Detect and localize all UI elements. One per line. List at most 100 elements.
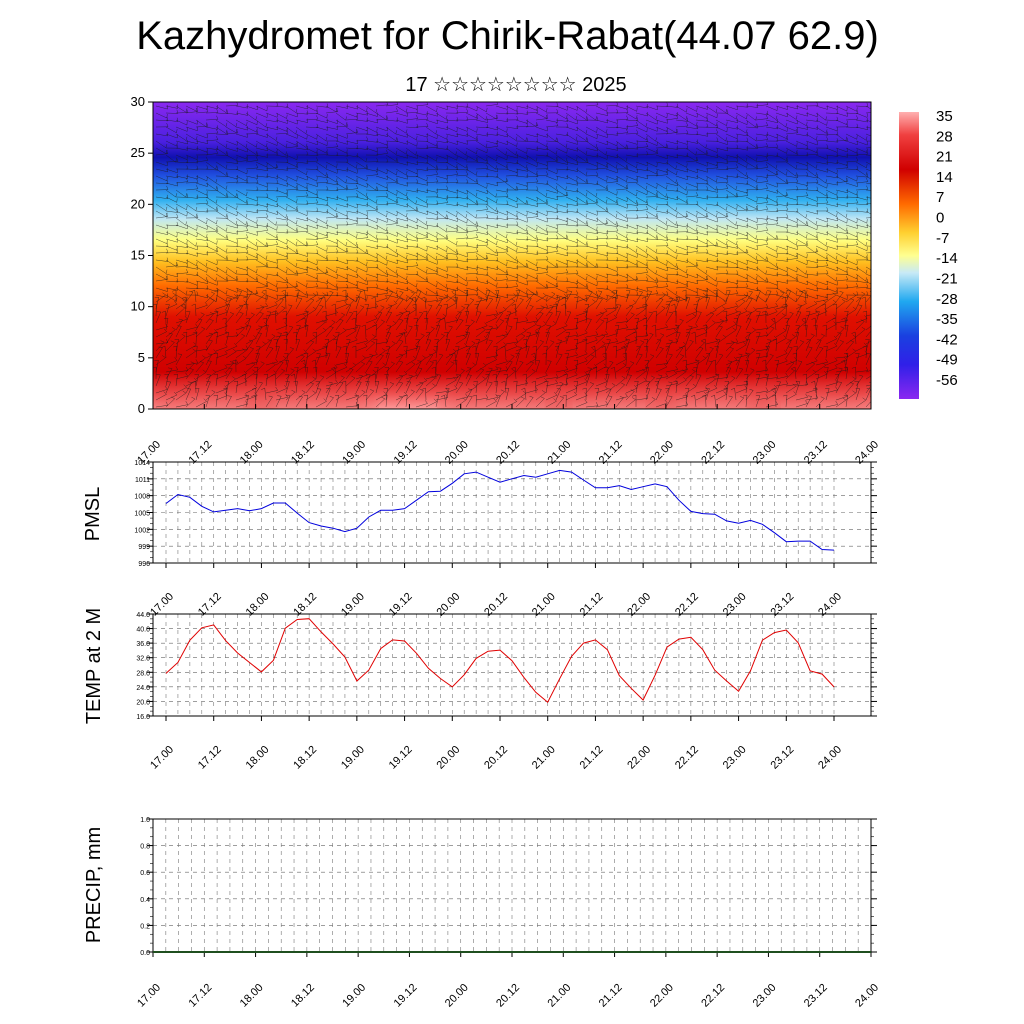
wind-barb: [235, 154, 248, 160]
wind-barb: [755, 280, 768, 283]
wind-barb-flag: [776, 137, 779, 142]
wind-barb: [585, 294, 598, 299]
wind-barb: [475, 325, 488, 331]
wind-barb-flag: [256, 201, 259, 206]
wind-barb-flag: [826, 254, 828, 260]
wind-barb: [415, 182, 428, 186]
wind-barb: [795, 188, 808, 191]
wind-barb: [685, 224, 697, 232]
wind-barb: [465, 299, 475, 310]
wind-barb: [805, 325, 808, 338]
wind-barb-flag: [436, 269, 439, 274]
wind-barb: [445, 224, 458, 230]
wind-barb: [715, 320, 728, 324]
wind-barb-flag: [196, 178, 199, 183]
wind-barb: [315, 330, 327, 338]
wind-barb-flag: [765, 303, 769, 308]
wind-barb: [225, 161, 238, 164]
wind-barb: [575, 133, 587, 141]
wind-barb: [195, 319, 203, 331]
wind-barb-flag: [601, 333, 606, 337]
wind-barb-flag: [316, 157, 319, 162]
wind-barb-flag: [516, 186, 519, 191]
wind-barb: [575, 140, 588, 142]
wind-barb-flag: [196, 136, 198, 141]
wind-barb: [685, 238, 698, 241]
wind-barb: [705, 259, 718, 263]
wind-barb: [195, 287, 208, 290]
wind-barb-flag: [612, 289, 617, 292]
wind-barb: [815, 112, 826, 121]
wind-barb: [555, 175, 568, 180]
wind-barb: [815, 280, 828, 286]
wind-barb: [665, 210, 677, 217]
wind-barb: [575, 154, 587, 162]
wind-barb-flag: [486, 200, 489, 205]
wind-barb: [285, 224, 297, 232]
wind-barb-flag: [346, 122, 349, 127]
wind-barb: [275, 311, 277, 324]
wind-barb: [585, 273, 597, 280]
wind-barb-flag: [556, 208, 559, 213]
wind-barb: [255, 210, 268, 212]
wind-barb: [295, 231, 308, 233]
wind-barb: [305, 202, 318, 205]
wind-barb: [855, 126, 868, 130]
wind-barb-flag: [585, 241, 588, 246]
wind-barb: [845, 266, 858, 271]
wind-barb: [565, 133, 577, 141]
wind-barb: [485, 196, 497, 204]
wind-barb-flag: [172, 289, 177, 292]
wind-barb-flag: [485, 143, 488, 148]
wind-barb-flag: [566, 263, 569, 268]
wind-barb-flag: [616, 191, 618, 196]
wind-barb-flag: [225, 206, 228, 211]
wind-barb-flag: [336, 163, 338, 168]
wind-barb-flag: [296, 228, 299, 233]
wind-barb: [255, 326, 263, 338]
wind-barb-flag: [675, 128, 679, 133]
wind-barb-flag: [826, 121, 828, 126]
wind-barb-flag: [786, 228, 789, 233]
wind-barb: [775, 168, 787, 176]
wind-barb: [865, 330, 871, 338]
wind-barb: [765, 161, 777, 169]
wind-barb: [175, 126, 188, 132]
wind-barb: [304, 318, 307, 331]
wind-barb: [155, 294, 168, 298]
wind-barb: [605, 238, 618, 240]
warm-region: [544, 324, 681, 409]
wind-barb: [225, 119, 237, 127]
wind-barb: [765, 119, 778, 124]
wind-barb: [795, 238, 807, 246]
wind-barb: [585, 202, 598, 205]
wind-barb-flag: [214, 329, 218, 333]
wind-barb-flag: [495, 235, 498, 240]
wind-barb-flag: [356, 115, 359, 120]
wind-barb-flag: [236, 276, 239, 281]
wind-barb: [835, 119, 848, 125]
wind-barb: [585, 245, 598, 250]
wind-barb: [585, 147, 598, 152]
wind-barb-flag: [702, 292, 707, 296]
wind-barb: [185, 273, 198, 277]
wind-barb: [825, 126, 838, 132]
wind-barb-flag: [525, 317, 528, 321]
wind-barb-flag: [686, 283, 689, 287]
wind-barb: [485, 217, 498, 220]
wind-barb: [815, 302, 827, 310]
wind-barb: [465, 133, 477, 140]
wind-barb-flag: [505, 330, 508, 335]
wind-barb: [545, 175, 558, 181]
wind-barb-flag: [236, 230, 239, 235]
wind-barb-flag: [526, 137, 529, 142]
wind-barb-flag: [175, 261, 179, 266]
wind-barb: [665, 147, 678, 150]
wind-barb: [655, 182, 667, 190]
wind-barb: [415, 154, 428, 160]
wind-barb-flag: [322, 327, 327, 331]
wind-barb: [785, 210, 798, 213]
wind-barb-flag: [745, 191, 749, 196]
wind-barb-flag: [752, 327, 756, 331]
wind-barb-flag: [375, 186, 378, 191]
